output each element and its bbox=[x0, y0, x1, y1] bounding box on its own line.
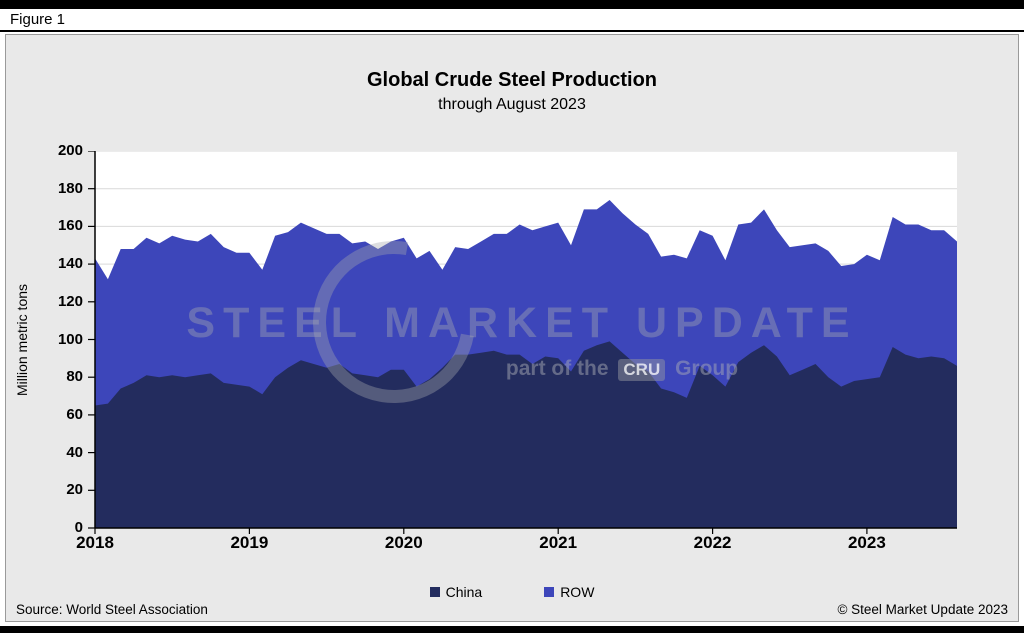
x-tick-label-2020: 2020 bbox=[384, 533, 423, 552]
chart-canvas bbox=[88, 151, 957, 534]
copyright-note: © Steel Market Update 2023 bbox=[837, 602, 1008, 617]
legend-item-row: ROW bbox=[544, 584, 594, 600]
chart-panel: Global Crude Steel Production through Au… bbox=[5, 34, 1019, 622]
figure-label: Figure 1 bbox=[10, 11, 66, 28]
y-tick-label: 80 bbox=[66, 368, 83, 386]
top-black-bar bbox=[0, 0, 1024, 9]
legend-label-row: ROW bbox=[560, 584, 595, 600]
x-tick-label-2023: 2023 bbox=[847, 533, 886, 552]
x-axis-tick-labels: 2018 2019 2020 2021 2022 2023 bbox=[6, 533, 1018, 557]
legend-swatch-row bbox=[544, 587, 555, 597]
legend: China ROW bbox=[6, 584, 1018, 600]
y-tick-label: 60 bbox=[66, 405, 83, 423]
source-note: Source: World Steel Association bbox=[16, 602, 208, 617]
y-tick-label: 140 bbox=[57, 255, 83, 273]
footer-row: Source: World Steel Association © Steel … bbox=[16, 602, 1008, 617]
x-tick-label-2021: 2021 bbox=[539, 533, 578, 552]
y-tick-label: 200 bbox=[57, 142, 83, 159]
x-tick-label-2019: 2019 bbox=[230, 533, 269, 552]
y-tick-label: 180 bbox=[57, 179, 83, 197]
chart-title: Global Crude Steel Production bbox=[366, 69, 658, 91]
y-tick-label: 20 bbox=[66, 481, 83, 499]
legend-swatch-china bbox=[429, 587, 440, 597]
area-china bbox=[95, 341, 957, 528]
y-axis-tick-labels: 0 20 40 60 80 100 120 140 160 180 200 bbox=[6, 142, 83, 536]
y-tick-label: 120 bbox=[57, 292, 83, 310]
x-tick-label-2018: 2018 bbox=[76, 533, 114, 552]
legend-item-china: China bbox=[429, 584, 483, 600]
x-tick-label-2022: 2022 bbox=[693, 533, 732, 552]
y-tick-label: 100 bbox=[57, 330, 83, 348]
y-tick-label: 160 bbox=[57, 217, 83, 235]
legend-label-china: China bbox=[445, 584, 483, 600]
y-tick-label: 0 bbox=[74, 519, 83, 536]
chart-subtitle: through August 2023 bbox=[438, 96, 586, 113]
figure-rule bbox=[0, 30, 1024, 32]
bottom-black-bar bbox=[0, 626, 1024, 633]
y-tick-label: 40 bbox=[66, 443, 83, 461]
